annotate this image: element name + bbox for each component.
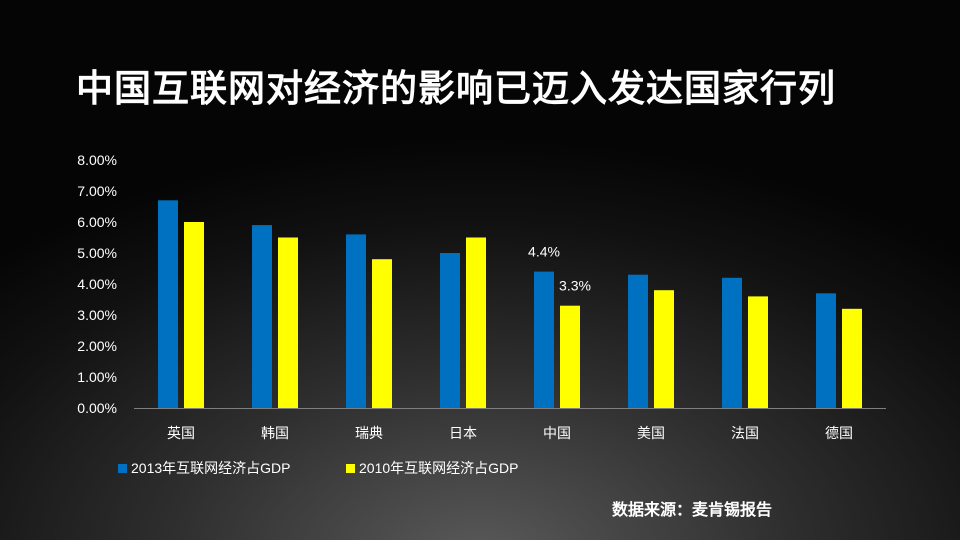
x-tick-label: 日本 [449, 426, 477, 442]
source-note: 数据来源：麦肯锡报告 [612, 500, 773, 519]
y-tick-label: 8.00% [77, 152, 117, 168]
y-tick-label: 5.00% [77, 245, 117, 261]
y-tick-label: 1.00% [77, 369, 117, 385]
legend-swatch [346, 463, 355, 473]
slide-title: 中国互联网对经济的影响已迈入发达国家行列 [76, 67, 836, 110]
bar-2013 [252, 225, 272, 408]
bar-2010 [372, 259, 392, 408]
bar-2010 [278, 237, 298, 408]
y-tick-label: 7.00% [77, 183, 117, 199]
bar-2010 [466, 237, 486, 408]
x-tick-label: 韩国 [261, 426, 289, 442]
legend-item-2013: 2013年互联网经济占GDP [118, 458, 290, 478]
bar-2010 [184, 222, 204, 408]
x-tick-label: 法国 [731, 426, 759, 442]
y-tick-label: 2.00% [77, 338, 117, 354]
bar-2010 [842, 308, 862, 408]
x-tick-label: 德国 [825, 426, 853, 442]
data-label: 3.3% [559, 278, 591, 294]
bar-2013 [440, 253, 460, 408]
y-tick-label: 4.00% [77, 276, 117, 292]
y-tick-label: 6.00% [77, 214, 117, 230]
bar-2013 [158, 200, 178, 408]
legend-item-2010: 2010年互联网经济占GDP [346, 458, 518, 478]
bar-2010 [748, 296, 768, 408]
bar-2013 [534, 271, 554, 408]
y-tick-label: 0.00% [77, 400, 117, 416]
x-tick-label: 中国 [543, 426, 571, 442]
legend-label: 2010年互联网经济占GDP [359, 460, 519, 476]
x-tick-label: 美国 [637, 426, 665, 442]
bar-2010 [654, 290, 674, 408]
y-tick-label: 3.00% [77, 307, 117, 323]
bar-2013 [628, 274, 648, 408]
bar-2013 [346, 234, 366, 408]
bar-2013 [816, 293, 836, 408]
x-tick-label: 瑞典 [355, 426, 383, 442]
data-label: 4.4% [528, 244, 560, 260]
bar-2010 [560, 305, 580, 408]
x-tick-label: 英国 [167, 425, 195, 442]
legend-swatch [118, 463, 127, 473]
bar-2013 [722, 277, 742, 408]
legend-label: 2013年互联网经济占GDP [131, 460, 291, 476]
